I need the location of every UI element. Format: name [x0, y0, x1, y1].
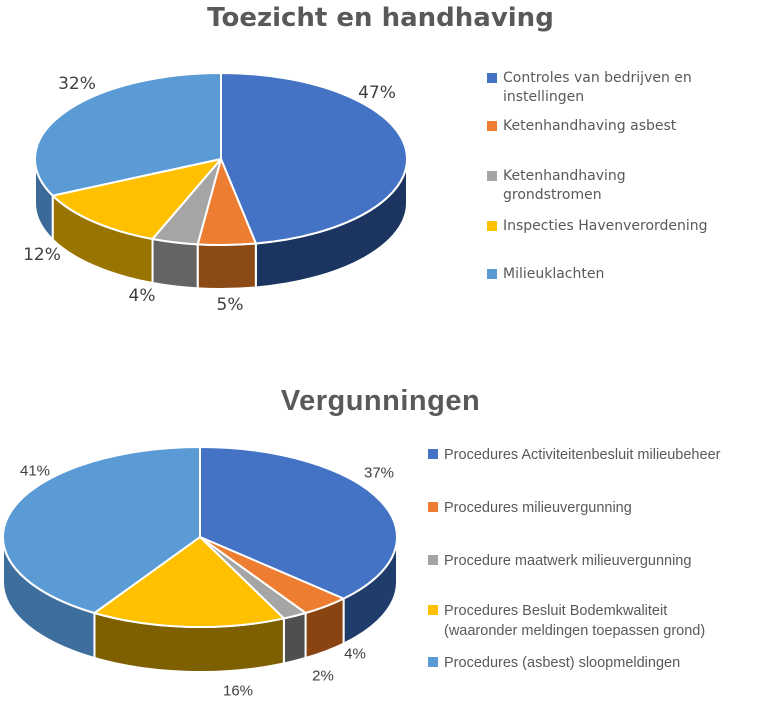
legend-label: Ketenhandhaving asbest	[503, 118, 677, 134]
chart2-data-label-4: 41%	[19, 462, 51, 480]
chart1-legend-item-0: Controles van bedrijven en instellingen	[487, 69, 733, 107]
chart2-legend-item-3: Procedures Besluit Bodemkwaliteit (waaro…	[428, 601, 724, 642]
legend-swatch-icon	[487, 221, 497, 231]
pie-slice-top-3	[51, 158, 222, 240]
legend-label: Procedures (asbest) sloopmeldingen	[444, 655, 681, 671]
legend-swatch-icon	[487, 73, 497, 83]
chart1-legend-item-3: Inspecties Havenverordening	[487, 217, 708, 236]
chart2-title: Vergunningen	[280, 385, 481, 417]
legend-swatch-icon	[428, 605, 438, 615]
chart1-data-label-0: 47%	[358, 83, 396, 103]
legend-swatch-icon	[428, 657, 438, 667]
pie-slice-side-2	[282, 611, 307, 665]
legend-swatch-icon	[487, 171, 497, 181]
chart1-data-label-4: 32%	[58, 74, 96, 94]
legend-swatch-icon	[487, 121, 497, 131]
legend-label: Controles van bedrijven en instellingen	[503, 70, 692, 105]
legend-swatch-icon	[428, 502, 438, 512]
pie-slice-side-2	[151, 237, 199, 290]
chart2-data-label-2: 2%	[312, 667, 334, 685]
pie-slice-side-1	[196, 242, 257, 290]
legend-label: Procedure maatwerk milieuvergunning	[444, 553, 692, 569]
chart1-data-label-3: 12%	[23, 245, 61, 265]
chart2-legend-item-4: Procedures (asbest) sloopmeldingen	[428, 653, 680, 673]
legend-swatch-icon	[487, 269, 497, 279]
pie-slice-top-0	[199, 446, 398, 600]
chart1-legend-item-1: Ketenhandhaving asbest	[487, 117, 676, 136]
pie-slice-top-4	[34, 72, 222, 197]
chart2-legend-item-1: Procedures milieuvergunning	[428, 498, 632, 518]
chart1-legend-item-2: Ketenhandhaving grondstromen	[487, 167, 663, 205]
legend-label: Milieuklachten	[503, 266, 605, 282]
chart2-data-label-1: 4%	[344, 645, 366, 663]
legend-label: Procedures Activiteitenbesluit milieubeh…	[444, 447, 721, 463]
pie-slice-top-4	[2, 446, 201, 614]
legend-label: Ketenhandhaving grondstromen	[503, 168, 626, 203]
legend-label: Inspecties Havenverordening	[503, 218, 708, 234]
chart2-legend-item-2: Procedure maatwerk milieuvergunning	[428, 551, 691, 571]
chart1-data-label-2: 4%	[128, 286, 156, 306]
chart2-data-label-3: 16%	[222, 682, 254, 700]
legend-label: Procedures Besluit Bodemkwaliteit (waaro…	[444, 603, 706, 640]
chart1-pie-3d	[34, 72, 409, 290]
pie-slice-top-0	[220, 72, 409, 245]
legend-label: Procedures milieuvergunning	[444, 500, 632, 516]
chart2-legend-item-0: Procedures Activiteitenbesluit milieubeh…	[428, 445, 720, 465]
legend-swatch-icon	[428, 449, 438, 459]
chart1-title: Toezicht en handhaving	[207, 3, 554, 33]
chart1-data-label-1: 5%	[216, 295, 244, 315]
pie-slice-top-3	[93, 536, 285, 628]
chart1-legend-item-4: Milieuklachten	[487, 265, 604, 284]
legend-swatch-icon	[428, 555, 438, 565]
chart2-pie-3d	[2, 446, 398, 673]
chart2-data-label-0: 37%	[363, 464, 395, 482]
